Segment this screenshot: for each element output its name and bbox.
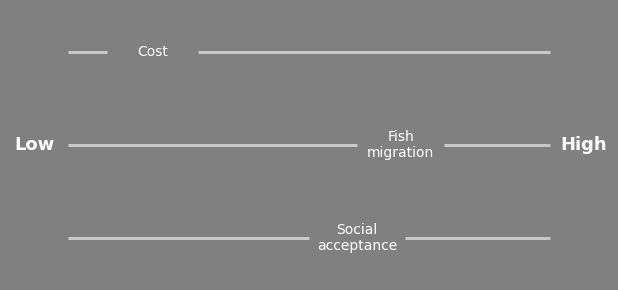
Text: Low: Low	[14, 136, 54, 154]
Text: Fish
migration: Fish migration	[367, 130, 434, 160]
Text: Social
acceptance: Social acceptance	[317, 223, 397, 253]
Text: Cost: Cost	[137, 45, 168, 59]
Text: High: High	[561, 136, 607, 154]
